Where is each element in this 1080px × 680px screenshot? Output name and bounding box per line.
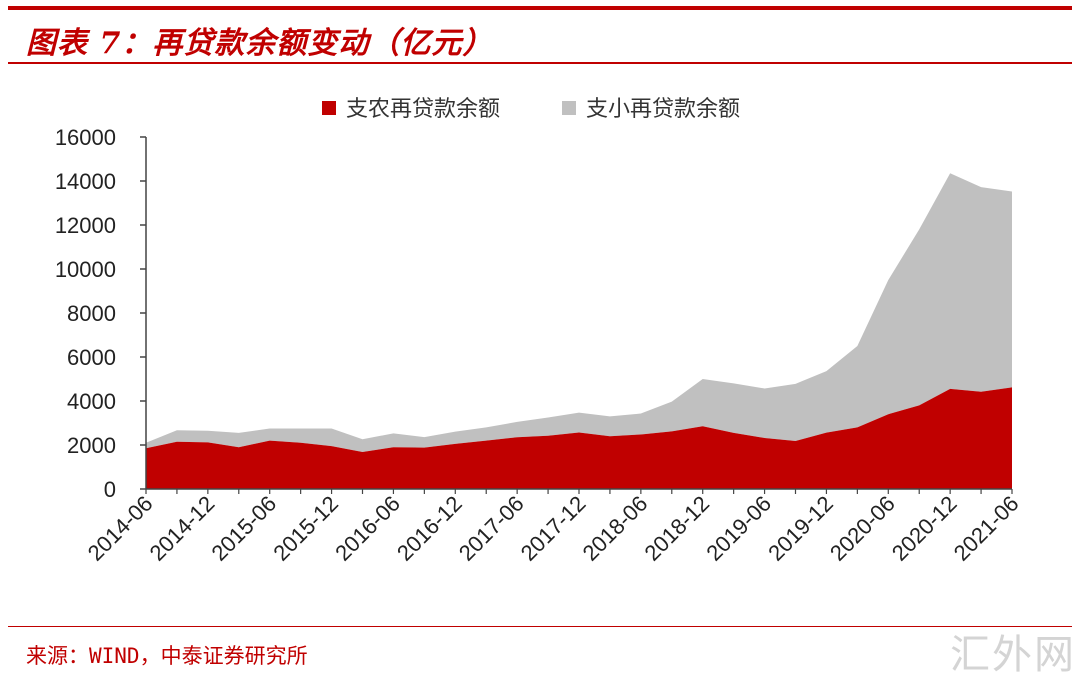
x-tick-label: 2014-12 (145, 491, 220, 566)
y-tick-label: 0 (104, 477, 116, 502)
y-tick-label: 6000 (67, 345, 116, 370)
page-title: 图表 7：再贷款余额变动（亿元） (26, 26, 494, 61)
x-tick-label: 2014-06 (83, 491, 158, 566)
series-area-support-agri (146, 387, 1012, 489)
y-tick-label: 16000 (55, 125, 116, 150)
legend-swatch (322, 101, 336, 115)
x-tick-label: 2018-12 (639, 491, 714, 566)
y-tick-label: 2000 (67, 433, 116, 458)
footer-rule (8, 626, 1072, 627)
source-note: 来源：WIND，中泰证券研究所 (26, 644, 308, 668)
x-tick-label: 2017-12 (516, 491, 591, 566)
x-tick-label: 2016-06 (330, 491, 405, 566)
legend-label: 支农再贷款余额 (346, 97, 500, 122)
x-tick-label: 2021-06 (949, 491, 1024, 566)
x-tick-label: 2019-06 (701, 491, 776, 566)
x-tick-label: 2016-12 (392, 491, 467, 566)
x-tick-label: 2020-12 (887, 491, 962, 566)
y-tick-label: 8000 (67, 301, 116, 326)
series-area-support-small (146, 173, 1012, 453)
title-underline (8, 62, 1072, 64)
y-tick-label: 14000 (55, 169, 116, 194)
top-rule (8, 6, 1072, 10)
x-tick-label: 2015-12 (268, 491, 343, 566)
x-tick-label: 2018-06 (578, 491, 653, 566)
area-chart: 0 2000 4000 6000 8000 10000 12000 14000 16000 201… (55, 97, 1024, 566)
watermark-text: 汇外网 (950, 632, 1076, 678)
y-tick-label: 10000 (55, 257, 116, 282)
x-tick-label: 2015-06 (206, 491, 281, 566)
legend-label: 支小再贷款余额 (586, 97, 740, 122)
y-tick-label: 12000 (55, 213, 116, 238)
x-tick-label: 2019-12 (763, 491, 838, 566)
legend-swatch (562, 101, 576, 115)
x-tick-label: 2017-06 (454, 491, 529, 566)
x-tick-label: 2020-06 (825, 491, 900, 566)
y-tick-label: 4000 (67, 389, 116, 414)
